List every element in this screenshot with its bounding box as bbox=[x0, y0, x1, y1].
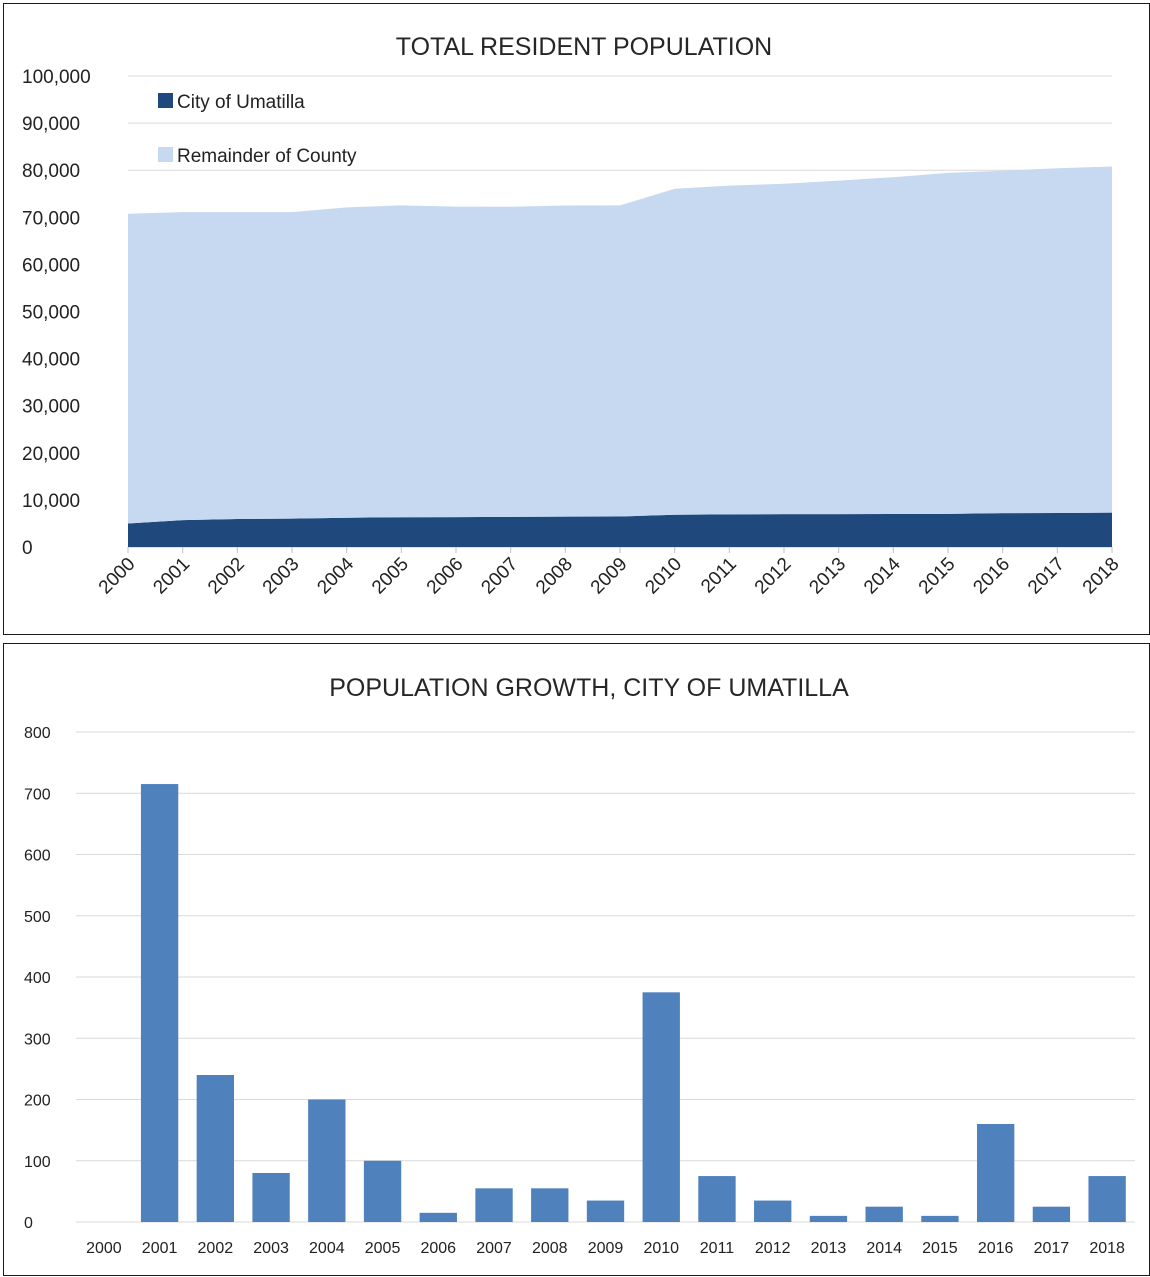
x-tick-label: 2004 bbox=[313, 553, 358, 598]
x-tick-label: 2005 bbox=[368, 554, 413, 599]
legend: City of Umatilla Remainder of County bbox=[158, 92, 357, 167]
x-tick-label: 2006 bbox=[423, 554, 468, 599]
area-series bbox=[128, 166, 1112, 547]
x-tick-label: 2014 bbox=[866, 1240, 902, 1257]
x-tick-label: 2002 bbox=[204, 554, 249, 599]
x-tick-label: 2016 bbox=[969, 554, 1014, 599]
bar-2009 bbox=[586, 1200, 625, 1222]
bar-2001 bbox=[140, 784, 179, 1222]
x-tick-label: 2012 bbox=[755, 1240, 791, 1257]
legend-label-remainder: Remainder of County bbox=[177, 146, 357, 167]
bar-2005 bbox=[363, 1160, 402, 1222]
bar-2013 bbox=[809, 1215, 848, 1222]
x-tick-label: 2007 bbox=[476, 1240, 512, 1257]
x-tick-label: 2016 bbox=[978, 1240, 1014, 1257]
x-tick-label: 2008 bbox=[532, 1240, 568, 1257]
bar-2016 bbox=[976, 1124, 1015, 1222]
x-tick-label: 2010 bbox=[641, 554, 686, 599]
bar-2003 bbox=[252, 1173, 290, 1222]
area-series-0 bbox=[128, 512, 1112, 547]
bar-2011 bbox=[698, 1176, 736, 1222]
x-tick-label: 2009 bbox=[587, 554, 632, 599]
x-tick-label: 2011 bbox=[700, 1240, 735, 1257]
bar-2006 bbox=[419, 1212, 457, 1222]
x-tick-label: 2014 bbox=[860, 553, 905, 598]
legend-label-city: City of Umatilla bbox=[177, 92, 305, 113]
y-tick-label: 80,000 bbox=[22, 161, 80, 182]
x-tick-label: 2005 bbox=[365, 1240, 401, 1257]
x-tick-label: 2002 bbox=[198, 1240, 234, 1257]
x-tick-label: 2003 bbox=[259, 554, 304, 599]
y-tick-label: 0 bbox=[22, 538, 33, 559]
x-tick-label: 2010 bbox=[643, 1240, 679, 1257]
x-tick-label: 2007 bbox=[477, 554, 522, 599]
x-tick-label: 2015 bbox=[922, 1240, 958, 1257]
legend-swatch-city bbox=[158, 93, 173, 108]
bar-2018 bbox=[1088, 1176, 1126, 1222]
y-tick-label: 500 bbox=[24, 909, 51, 926]
y-axis-ticks: 0 10,000 20,000 30,000 40,000 50,000 60,000 70,… bbox=[22, 67, 91, 559]
bar-2014 bbox=[865, 1206, 903, 1222]
x-tick-label: 2013 bbox=[805, 554, 850, 599]
x-tick-label: 2017 bbox=[1024, 554, 1069, 599]
chart-title: TOTAL RESIDENT POPULATION bbox=[396, 33, 772, 61]
x-tick-label: 2000 bbox=[95, 554, 140, 599]
x-tick-label: 2004 bbox=[309, 1240, 345, 1257]
x-tick-label: 2011 bbox=[697, 554, 741, 598]
y-tick-label: 20,000 bbox=[22, 444, 80, 465]
x-tick-label: 2009 bbox=[588, 1240, 624, 1257]
bar-2012 bbox=[754, 1200, 792, 1222]
x-tick-label: 2001 bbox=[142, 1240, 178, 1257]
y-tick-label: 100,000 bbox=[22, 67, 91, 88]
x-tick-label: 2000 bbox=[86, 1240, 122, 1257]
area-series-1 bbox=[128, 166, 1112, 524]
x-tick-label: 2001 bbox=[149, 554, 194, 599]
bars bbox=[140, 784, 1126, 1222]
population-area-chart-panel: TOTAL RESIDENT POPULATION 0 10,000 20,000 3… bbox=[3, 3, 1150, 635]
x-axis-ticks: 2000 2001 2002 2003 2004 2005 2006 2007 2008 2009… bbox=[95, 547, 1124, 598]
y-tick-label: 300 bbox=[24, 1031, 51, 1048]
y-tick-label: 800 bbox=[24, 725, 51, 742]
y-tick-label: 400 bbox=[24, 970, 51, 987]
y-tick-label: 70,000 bbox=[22, 208, 80, 229]
y-tick-label: 600 bbox=[24, 848, 51, 865]
x-tick-label: 2008 bbox=[532, 554, 577, 599]
x-tick-label: 2015 bbox=[915, 554, 960, 599]
bar-2017 bbox=[1032, 1206, 1071, 1222]
x-tick-label: 2003 bbox=[253, 1240, 289, 1257]
y-tick-label: 700 bbox=[24, 786, 51, 803]
legend-swatch-remainder bbox=[158, 147, 173, 162]
x-tick-label: 2012 bbox=[751, 554, 796, 599]
x-axis-ticks: 2000 2001 2002 2003 2004 2005 2006 2007 2008 2009… bbox=[86, 1240, 1125, 1257]
x-tick-label: 2006 bbox=[420, 1240, 456, 1257]
y-tick-label: 50,000 bbox=[22, 303, 80, 324]
bar-2002 bbox=[196, 1075, 235, 1222]
gridlines bbox=[76, 731, 1135, 1223]
y-axis-ticks: 0 100 200 300 400 500 600 700 800 bbox=[24, 725, 51, 1232]
x-tick-label: 2013 bbox=[811, 1240, 847, 1257]
population-area-chart: TOTAL RESIDENT POPULATION 0 10,000 20,000 3… bbox=[22, 33, 1124, 598]
bar-2004 bbox=[308, 1099, 346, 1222]
bar-2008 bbox=[531, 1188, 569, 1222]
y-tick-label: 10,000 bbox=[22, 491, 80, 512]
y-tick-label: 30,000 bbox=[22, 397, 80, 418]
y-tick-label: 0 bbox=[24, 1215, 33, 1232]
y-tick-label: 200 bbox=[24, 1093, 51, 1110]
bar-2015 bbox=[921, 1215, 959, 1222]
y-tick-label: 90,000 bbox=[22, 114, 80, 135]
y-tick-label: 100 bbox=[24, 1154, 51, 1171]
y-tick-label: 60,000 bbox=[22, 255, 80, 276]
x-tick-label: 2018 bbox=[1079, 554, 1124, 599]
growth-bar-chart: POPULATION GROWTH, CITY OF UMATILLA 0 100… bbox=[24, 674, 1135, 1257]
bar-2010 bbox=[642, 992, 680, 1222]
x-tick-label: 2018 bbox=[1089, 1240, 1125, 1257]
growth-bar-chart-panel: POPULATION GROWTH, CITY OF UMATILLA 0 100… bbox=[3, 643, 1150, 1276]
x-tick-label: 2017 bbox=[1034, 1240, 1070, 1257]
bar-2007 bbox=[475, 1188, 513, 1222]
y-tick-label: 40,000 bbox=[22, 350, 80, 371]
chart-title: POPULATION GROWTH, CITY OF UMATILLA bbox=[329, 674, 849, 702]
